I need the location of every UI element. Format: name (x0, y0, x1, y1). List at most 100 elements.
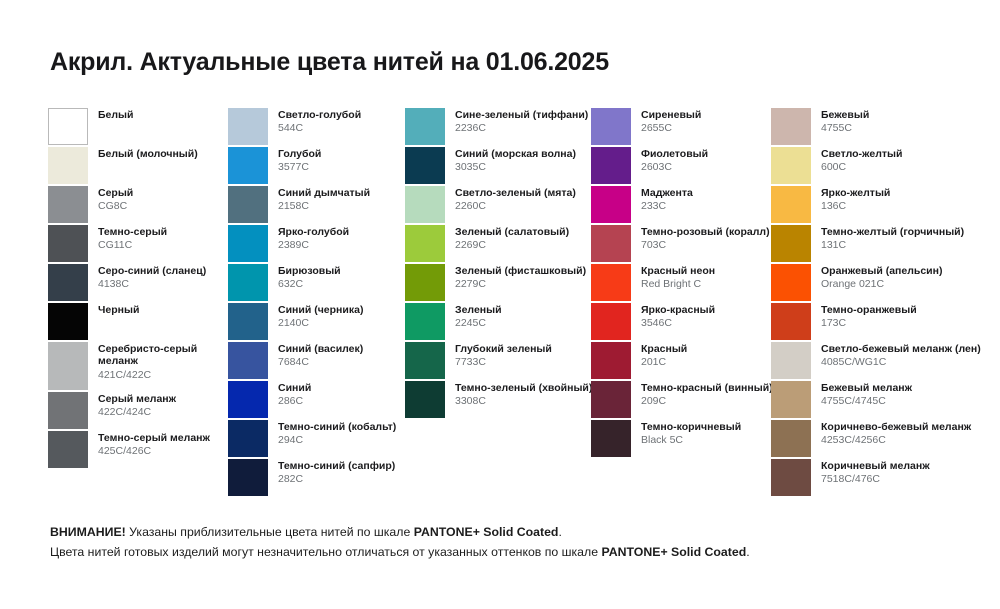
swatch-row[interactable]: Сине-зеленый (тиффани) 2236C (405, 108, 591, 147)
color-swatch[interactable] (48, 303, 88, 340)
swatch-row[interactable]: Коричнево-бежевый меланж 4253C/4256C (771, 420, 992, 459)
swatch-row[interactable]: Маджента 233C (591, 186, 771, 225)
swatch-row[interactable]: Оранжевый (апельсин) Orange 021C (771, 264, 992, 303)
color-swatch[interactable] (591, 264, 631, 301)
swatch-row[interactable]: Сиреневый 2655C (591, 108, 771, 147)
swatch-name: Синий дымчатый (278, 187, 371, 199)
swatch-row[interactable]: Ярко-красный 3546C (591, 303, 771, 342)
color-swatch[interactable] (591, 420, 631, 457)
color-swatch[interactable] (405, 381, 445, 418)
swatch-row[interactable]: Зеленый (салатовый) 2269C (405, 225, 591, 264)
swatch-row[interactable]: Серый меланж 422C/424C (48, 392, 228, 431)
swatch-row[interactable]: Темно-желтый (горчичный) 131C (771, 225, 992, 264)
color-swatch[interactable] (228, 381, 268, 418)
color-swatch[interactable] (405, 264, 445, 301)
color-swatch[interactable] (405, 225, 445, 262)
swatch-row[interactable]: Зеленый (фисташковый) 2279C (405, 264, 591, 303)
swatch-row[interactable]: Темно-оранжевый 173C (771, 303, 992, 342)
color-swatch[interactable] (591, 108, 631, 145)
color-swatch[interactable] (228, 342, 268, 379)
color-swatch[interactable] (48, 186, 88, 223)
swatch-row[interactable]: Синий (черника) 2140C (228, 303, 405, 342)
swatch-labels: Темно-красный (винный) 209C (641, 381, 773, 408)
swatch-row[interactable]: Серо-синий (сланец) 4138C (48, 264, 228, 303)
swatch-row[interactable]: Фиолетовый 2603C (591, 147, 771, 186)
color-swatch[interactable] (771, 459, 811, 496)
swatch-row[interactable]: Синий (василек) 7684C (228, 342, 405, 381)
color-swatch[interactable] (771, 264, 811, 301)
swatch-row[interactable]: Красный неон Red Bright C (591, 264, 771, 303)
color-swatch[interactable] (228, 420, 268, 457)
color-swatch[interactable] (771, 381, 811, 418)
color-swatch[interactable] (405, 186, 445, 223)
swatch-pantone-code: 2140C (278, 317, 309, 330)
color-swatch[interactable] (591, 225, 631, 262)
color-swatch[interactable] (228, 186, 268, 223)
color-swatch[interactable] (771, 225, 811, 262)
swatch-row[interactable]: Голубой 3577C (228, 147, 405, 186)
swatch-row[interactable]: Зеленый 2245C (405, 303, 591, 342)
color-swatch[interactable] (48, 392, 88, 429)
swatch-row[interactable]: Темно-коричневый Black 5C (591, 420, 771, 459)
swatch-row[interactable]: Ярко-желтый 136C (771, 186, 992, 225)
swatch-row[interactable]: Коричневый меланж 7518C/476C (771, 459, 992, 498)
swatch-row[interactable]: Темно-синий (кобальт) 294C (228, 420, 405, 459)
swatch-row[interactable]: Темно-серый CG11C (48, 225, 228, 264)
swatch-row[interactable]: Светло-бежевый меланж (лен) 4085C/WG1C (771, 342, 992, 381)
color-swatch[interactable] (591, 147, 631, 184)
color-swatch[interactable] (405, 108, 445, 145)
swatch-row[interactable]: Бежевый 4755C (771, 108, 992, 147)
color-swatch[interactable] (48, 108, 88, 145)
swatch-row[interactable]: Черный (48, 303, 228, 342)
swatch-labels: Ярко-голубой 2389C (278, 225, 349, 252)
swatch-pantone-code: 2260C (455, 200, 486, 213)
swatch-row[interactable]: Бирюзовый 632C (228, 264, 405, 303)
color-swatch[interactable] (405, 303, 445, 340)
color-swatch[interactable] (48, 431, 88, 468)
color-swatch[interactable] (771, 186, 811, 223)
swatch-row[interactable]: Светло-желтый 600C (771, 147, 992, 186)
color-swatch[interactable] (405, 147, 445, 184)
swatch-row[interactable]: Синий (морская волна) 3035C (405, 147, 591, 186)
color-swatch[interactable] (405, 342, 445, 379)
color-swatch[interactable] (771, 147, 811, 184)
swatch-row[interactable]: Глубокий зеленый 7733C (405, 342, 591, 381)
swatch-row[interactable]: Белый (48, 108, 228, 147)
color-swatch[interactable] (228, 303, 268, 340)
color-swatch[interactable] (228, 225, 268, 262)
swatch-row[interactable]: Бежевый меланж 4755C/4745C (771, 381, 992, 420)
color-swatch[interactable] (771, 108, 811, 145)
swatch-row[interactable]: Ярко-голубой 2389C (228, 225, 405, 264)
color-swatch[interactable] (228, 108, 268, 145)
swatch-row[interactable]: Белый (молочный) (48, 147, 228, 186)
color-swatch[interactable] (591, 303, 631, 340)
color-swatch[interactable] (771, 420, 811, 457)
swatch-row[interactable]: Темно-розовый (коралл) 703C (591, 225, 771, 264)
swatch-row[interactable]: Светло-голубой 544C (228, 108, 405, 147)
swatch-pantone-code: 2269C (455, 239, 486, 252)
swatch-labels: Светло-зеленый (мята) 2260C (455, 186, 576, 213)
swatch-row[interactable]: Темно-синий (сапфир) 282C (228, 459, 405, 498)
color-swatch[interactable] (48, 342, 88, 390)
color-swatch[interactable] (771, 342, 811, 379)
swatch-row[interactable]: Темно-зеленый (хвойный) 3308C (405, 381, 592, 420)
color-swatch[interactable] (591, 342, 631, 379)
color-swatch[interactable] (48, 225, 88, 262)
swatch-row[interactable]: Серый CG8C (48, 186, 228, 225)
swatch-row[interactable]: Серебристо-серый меланж 421C/422C (48, 342, 228, 392)
color-swatch[interactable] (591, 381, 631, 418)
swatch-row[interactable]: Синий дымчатый 2158C (228, 186, 405, 225)
swatch-pantone-code: 136C (821, 200, 847, 213)
color-swatch[interactable] (228, 264, 268, 301)
swatch-row[interactable]: Красный 201C (591, 342, 771, 381)
color-swatch[interactable] (48, 264, 88, 301)
swatch-row[interactable]: Синий 286C (228, 381, 405, 420)
color-swatch[interactable] (591, 186, 631, 223)
color-swatch[interactable] (228, 459, 268, 496)
swatch-row[interactable]: Темно-красный (винный) 209C (591, 381, 773, 420)
color-swatch[interactable] (771, 303, 811, 340)
color-swatch[interactable] (228, 147, 268, 184)
swatch-row[interactable]: Темно-серый меланж 425C/426C (48, 431, 228, 470)
color-swatch[interactable] (48, 147, 88, 184)
swatch-row[interactable]: Светло-зеленый (мята) 2260C (405, 186, 591, 225)
